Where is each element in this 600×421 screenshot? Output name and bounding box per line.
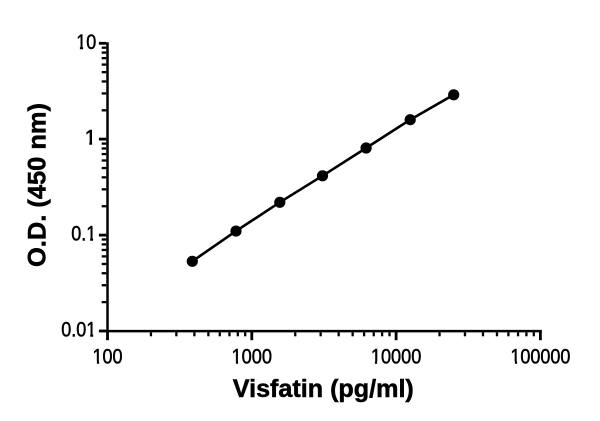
svg-text:Visfatin (pg/ml): Visfatin (pg/ml) — [233, 375, 414, 403]
svg-text:0.1: 0.1 — [71, 223, 96, 246]
svg-text:1: 1 — [85, 127, 97, 150]
svg-text:10000: 10000 — [371, 346, 422, 369]
svg-text:O.D. (450 nm): O.D. (450 nm) — [24, 103, 52, 267]
svg-text:10: 10 — [76, 31, 96, 54]
svg-text:100000: 100000 — [510, 346, 570, 369]
svg-text:100: 100 — [93, 346, 123, 369]
svg-text:1000: 1000 — [232, 346, 273, 369]
svg-text:0.01: 0.01 — [61, 319, 96, 342]
